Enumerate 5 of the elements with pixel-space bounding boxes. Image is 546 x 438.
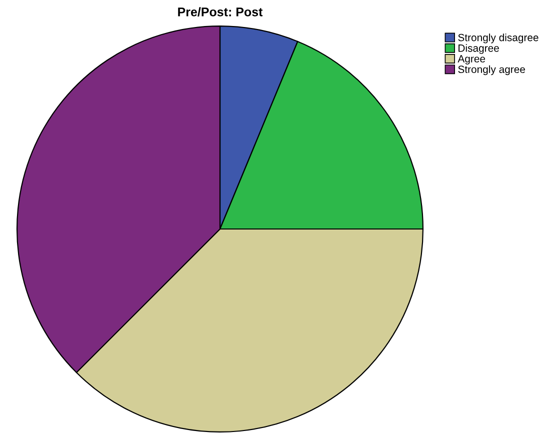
legend-label: Strongly disagree	[458, 34, 538, 44]
legend-label: Disagree	[458, 44, 499, 54]
chart-title: Pre/Post: Post	[178, 7, 263, 16]
legend-label: Agree	[458, 55, 486, 64]
legend-label: Strongly agree	[458, 65, 525, 76]
